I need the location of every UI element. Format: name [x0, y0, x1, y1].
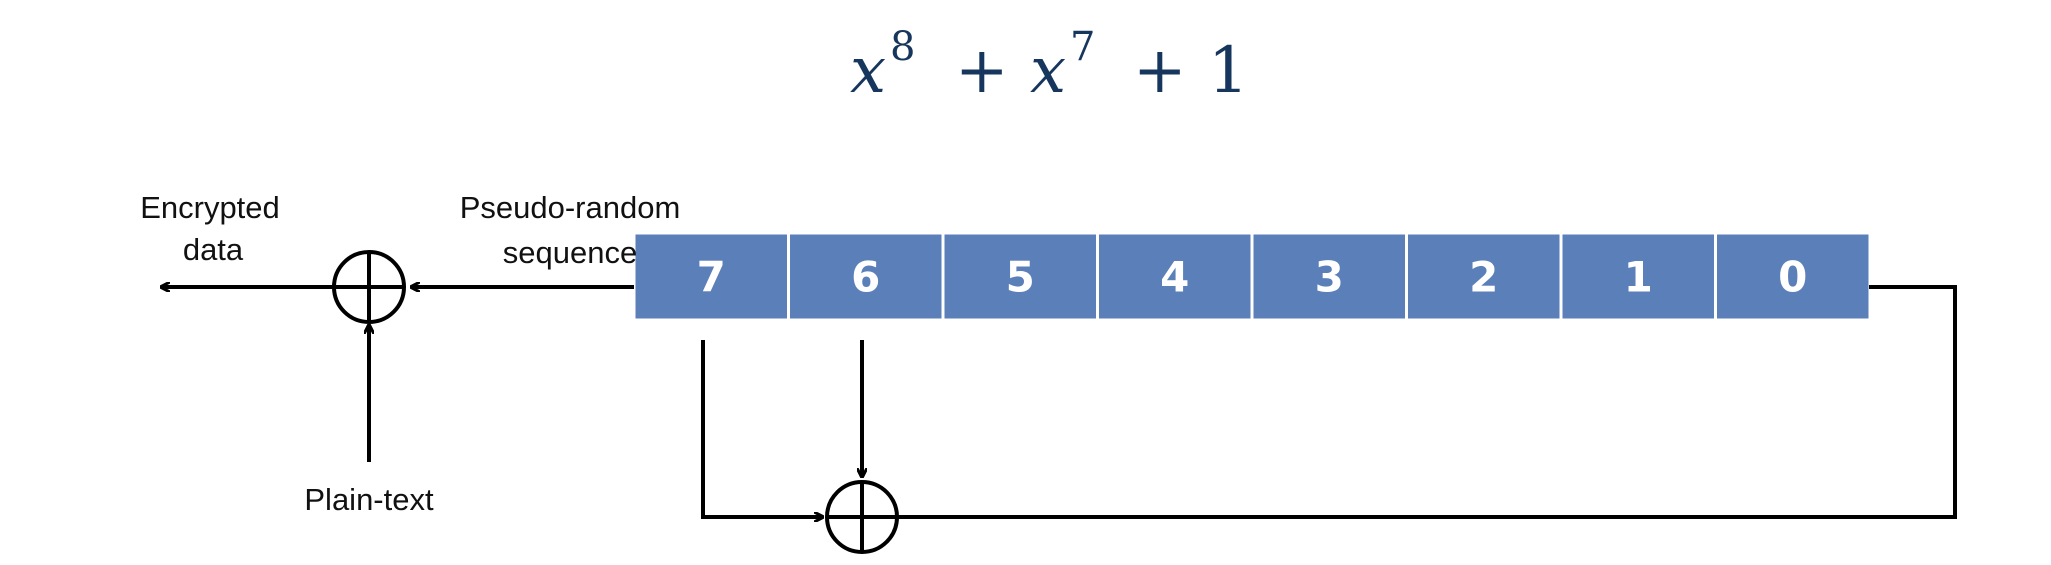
- register-cell-label-3: 3: [1315, 253, 1344, 302]
- register-cell-label-7: 7: [697, 253, 726, 302]
- register-cell-label-1: 1: [1624, 253, 1653, 302]
- feedback-wire: [897, 285, 1957, 519]
- poly-term-2-exponent: 7: [1070, 24, 1095, 70]
- register-cell-label-5: 5: [1006, 253, 1035, 302]
- sequence-label-line1: Pseudo-random: [460, 190, 681, 225]
- poly-term-1-exponent: 8: [890, 24, 915, 70]
- tap-7-wire: [701, 340, 822, 517]
- output-xor-icon: [332, 250, 406, 324]
- register-cell-1: [1559, 231, 1717, 322]
- register-cell-6: [787, 231, 945, 322]
- register-cell-3: [1250, 231, 1408, 322]
- register-cell-0: [1714, 231, 1872, 322]
- register-cell-7: [632, 231, 790, 322]
- encrypted-label-line2: data: [183, 232, 244, 267]
- register-cell-label-2: 2: [1469, 253, 1498, 302]
- poly-term-1-base: x: [850, 34, 886, 108]
- polynomial-title: x 8 + x 7 + 1: [850, 24, 1249, 108]
- register-cell-label-6: 6: [851, 253, 880, 302]
- feedback-xor-icon: [825, 480, 899, 554]
- poly-plus-1: +: [955, 34, 1009, 108]
- register-cell-label-4: 4: [1160, 253, 1189, 302]
- encrypted-label-line1: Encrypted: [140, 190, 280, 225]
- poly-term-2-base: x: [1030, 34, 1066, 108]
- register-cell-5: [941, 231, 1099, 322]
- register-cell-2: [1405, 231, 1563, 322]
- register-cell-label-0: 0: [1778, 253, 1807, 302]
- shift-register: 7 6 5 4 3 2 1 0: [632, 231, 1872, 322]
- poly-plus-2: +: [1133, 34, 1187, 108]
- plain-text-label: Plain-text: [304, 482, 434, 517]
- sequence-label-line2: sequence: [503, 235, 637, 270]
- poly-constant: 1: [1208, 34, 1249, 108]
